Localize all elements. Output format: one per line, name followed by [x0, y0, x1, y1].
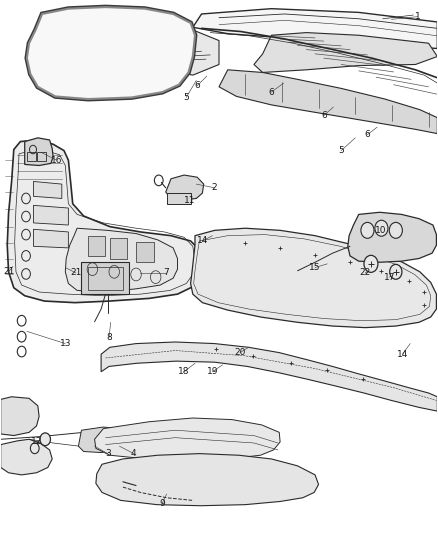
Polygon shape [78, 427, 127, 453]
Polygon shape [65, 228, 177, 292]
Text: 14: 14 [397, 350, 408, 359]
Text: 15: 15 [309, 263, 321, 272]
Bar [27, 152, 35, 161]
Bar [37, 152, 46, 161]
Polygon shape [166, 175, 204, 200]
Polygon shape [219, 70, 437, 134]
Polygon shape [27, 7, 195, 99]
Polygon shape [193, 9, 437, 49]
Text: 18: 18 [178, 367, 190, 376]
Text: 10: 10 [375, 226, 386, 235]
Polygon shape [1, 397, 39, 435]
Text: 7: 7 [163, 269, 169, 277]
Text: 2: 2 [212, 183, 217, 192]
Bar [167, 193, 191, 204]
Text: 17: 17 [384, 273, 395, 281]
Polygon shape [166, 30, 219, 75]
Circle shape [390, 264, 402, 279]
Text: 3: 3 [105, 449, 110, 458]
Bar [88, 236, 106, 256]
Polygon shape [254, 33, 437, 72]
Circle shape [40, 433, 50, 446]
Polygon shape [33, 229, 68, 248]
Text: 8: 8 [106, 333, 112, 342]
Text: 20: 20 [234, 348, 246, 357]
Polygon shape [191, 228, 436, 328]
Text: 6: 6 [364, 130, 370, 139]
Bar [88, 266, 123, 290]
Text: 13: 13 [60, 339, 71, 348]
Circle shape [389, 222, 403, 238]
Text: 11: 11 [184, 196, 195, 205]
Polygon shape [101, 342, 437, 411]
Circle shape [375, 220, 388, 236]
Text: 22: 22 [360, 269, 371, 277]
Text: 12: 12 [31, 438, 42, 447]
Polygon shape [7, 140, 201, 303]
Text: 5: 5 [184, 93, 189, 102]
Polygon shape [348, 212, 436, 262]
Polygon shape [33, 181, 62, 198]
Text: 9: 9 [159, 498, 165, 507]
Circle shape [364, 255, 378, 272]
Polygon shape [96, 454, 318, 506]
Text: 1: 1 [415, 12, 420, 21]
Text: 6: 6 [321, 111, 327, 120]
Circle shape [30, 443, 39, 454]
Text: 6: 6 [268, 87, 274, 96]
Bar [110, 238, 127, 259]
Bar [136, 242, 153, 262]
Circle shape [361, 222, 374, 238]
Polygon shape [1, 439, 52, 475]
Text: 5: 5 [339, 146, 344, 155]
Polygon shape [33, 205, 68, 225]
Text: 21: 21 [3, 268, 14, 276]
Text: 4: 4 [131, 449, 137, 458]
Polygon shape [25, 138, 53, 165]
Bar [81, 262, 130, 294]
Text: 19: 19 [207, 367, 218, 376]
Text: 21: 21 [70, 269, 81, 277]
Polygon shape [95, 418, 280, 461]
Text: 6: 6 [194, 81, 200, 90]
Text: 16: 16 [51, 156, 62, 165]
Text: 14: 14 [197, 237, 208, 246]
